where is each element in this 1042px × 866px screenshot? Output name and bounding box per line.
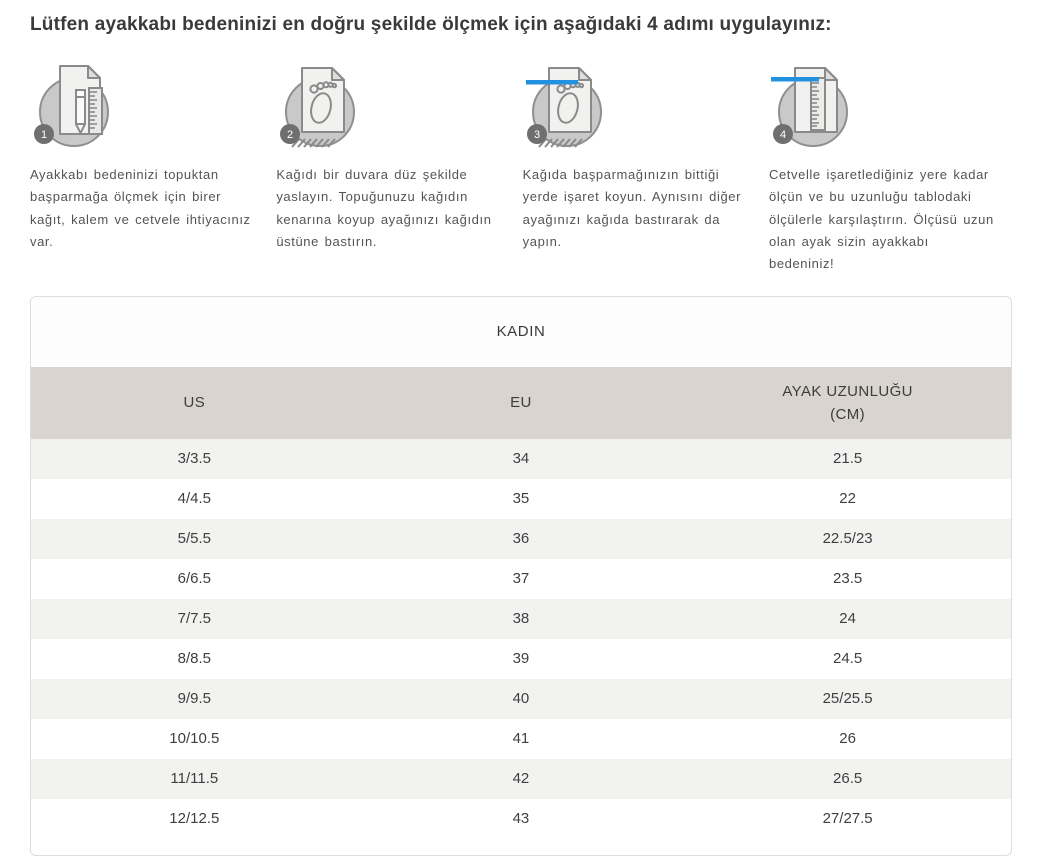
paper-pencil-ruler-icon: 1 <box>30 62 273 152</box>
step-4: 4 Cetvelle işaretlediğiniz yere kadar öl… <box>769 62 1012 276</box>
table-row: 10/10.5 41 26 <box>31 719 1011 759</box>
step-number-badge: 3 <box>534 129 540 141</box>
table-cell: 11/11.5 <box>170 770 219 788</box>
table-cell: 24.5 <box>833 650 863 668</box>
step-text: Cetvelle işaretlediğiniz yere kadar ölçü… <box>768 167 994 272</box>
mark-line <box>525 80 578 85</box>
table-row: 6/6.5 37 23.5 <box>31 559 1011 599</box>
step-text: Kağıdı bir duvara düz şekilde yaslayın. … <box>276 167 492 250</box>
table-row: 11/11.5 42 26.5 <box>31 758 1011 799</box>
table-row: 8/8.5 39 24.5 <box>31 639 1011 679</box>
step-number-badge: 4 <box>780 129 786 141</box>
table-cell: 41 <box>512 730 530 748</box>
table-column-header-row: US EU AYAK UZUNLUĞU (CM) <box>31 366 1011 439</box>
table-cell: 23.5 <box>833 570 863 588</box>
table-cell: 4/4.5 <box>177 490 211 508</box>
step-number-badge: 2 <box>287 129 293 141</box>
table-cell: 22 <box>839 490 856 508</box>
table-cell: 36 <box>512 530 530 548</box>
table-group-header-row: KADIN <box>31 296 1011 367</box>
mark-toe-line-icon: 3 <box>523 62 766 152</box>
table-cell: 40 <box>512 690 530 708</box>
table-row: 4/4.5 35 22 <box>31 479 1011 519</box>
table-cell: 39 <box>512 650 530 668</box>
step-3: 3 Kağıda başparmağınızın bittiği yerde i… <box>523 62 766 276</box>
table-cell: 7/7.5 <box>177 610 211 628</box>
page-title: Lütfen ayakkabı bedeninizi en doğru şeki… <box>30 14 832 35</box>
table-row: 12/12.5 43 27/27.5 <box>31 799 1011 839</box>
table-row: 5/5.5 36 22.5/23 <box>31 518 1011 559</box>
table-cell: 22.5/23 <box>822 530 873 548</box>
ruler-measure-icon: 4 <box>769 62 1012 152</box>
table-cell: 6/6.5 <box>177 570 211 588</box>
step-number-badge: 1 <box>41 129 47 141</box>
column-header-eu: EU <box>357 366 685 439</box>
size-table: KADIN US EU AYAK UZUNLUĞU (CM) 3/3.5 34 … <box>31 296 1011 839</box>
table-row: 9/9.5 40 25/25.5 <box>31 678 1011 719</box>
table-cell: 34 <box>512 450 530 468</box>
size-table-body: 3/3.5 34 21.5 4/4.5 35 22 5/5.5 36 22.5/… <box>31 438 1011 839</box>
table-cell: 5/5.5 <box>177 530 211 548</box>
table-cell: 9/9.5 <box>177 690 211 708</box>
table-cell: 26 <box>839 730 856 748</box>
table-cell: 12/12.5 <box>169 810 220 828</box>
column-header-foot-length: AYAK UZUNLUĞU (CM) <box>684 366 1011 439</box>
table-cell: 35 <box>512 490 530 508</box>
foot-on-paper-icon: 2 <box>276 62 519 152</box>
table-cell: 26.5 <box>833 770 863 788</box>
table-cell: 10/10.5 <box>169 730 220 748</box>
step-text: Ayakkabı bedeninizi topuktan başparmağa … <box>30 167 251 250</box>
table-row: 3/3.5 34 21.5 <box>31 438 1011 479</box>
table-row: 7/7.5 38 24 <box>31 598 1011 639</box>
table-cell: 3/3.5 <box>177 450 211 468</box>
mark-line <box>770 77 819 82</box>
step-2: 2 Kağıdı bir duvara düz şekilde yaslayın… <box>276 62 519 276</box>
measurement-steps: 1 Ayakkabı bedeninizi topuktan başparmağ… <box>30 62 1012 276</box>
table-cell: 25/25.5 <box>822 690 873 708</box>
step-1: 1 Ayakkabı bedeninizi topuktan başparmağ… <box>30 62 273 276</box>
table-cell: 24 <box>839 610 856 628</box>
column-header-us: US <box>31 366 358 439</box>
table-cell: 8/8.5 <box>177 650 211 668</box>
table-cell: 27/27.5 <box>822 810 873 828</box>
step-text: Kağıda başparmağınızın bittiği yerde işa… <box>522 167 742 250</box>
group-header-label: KADIN <box>31 296 1011 367</box>
table-cell: 43 <box>512 810 530 828</box>
table-cell: 42 <box>512 770 530 788</box>
table-cell: 21.5 <box>833 450 863 468</box>
table-cell: 38 <box>512 610 530 628</box>
table-cell: 37 <box>512 570 530 588</box>
size-table-container: KADIN US EU AYAK UZUNLUĞU (CM) 3/3.5 34 … <box>30 295 1012 856</box>
